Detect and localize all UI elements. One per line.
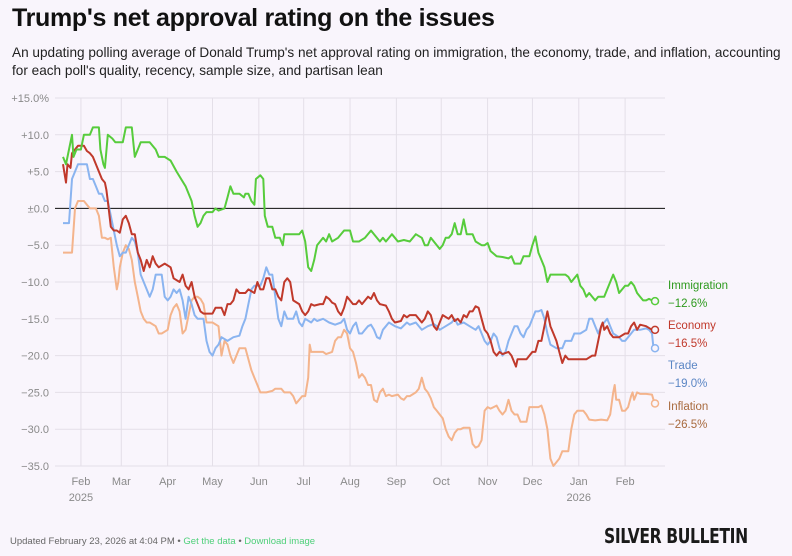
series-lines xyxy=(62,126,660,467)
x-tick-label: Aug xyxy=(340,476,360,488)
x-tick-year-label: 2026 xyxy=(567,492,591,504)
series-value-trade: −19.0% xyxy=(668,378,707,390)
series-line-immigration xyxy=(62,126,656,303)
series-label-economy: Economy xyxy=(668,320,716,332)
series-end-marker-immigration xyxy=(650,296,660,306)
y-tick-label: +5.0 xyxy=(27,167,49,179)
series-label-trade: Trade xyxy=(668,360,698,372)
y-tick-label: −25.0 xyxy=(21,387,49,399)
y-tick-label: −5.0 xyxy=(27,240,49,252)
y-tick-label: −10.0 xyxy=(21,277,49,289)
x-axis-tick-labels: Feb 2025 Mar Apr May Jun Jul Aug Sep Oct Nov Dec Jan… xyxy=(69,476,635,504)
series-end-marker-inflation xyxy=(650,399,660,408)
y-tick-label: −35.0 xyxy=(21,461,49,473)
y-tick-label: −15.0 xyxy=(21,314,49,326)
updated-timestamp: Updated February 23, 2026 at 4:04 PM xyxy=(10,536,175,547)
download-image-link[interactable]: Download image xyxy=(244,536,316,547)
y-tick-label: +10.0 xyxy=(21,130,49,142)
x-tick-label: Mar xyxy=(112,476,131,488)
y-tick-label: −20.0 xyxy=(21,351,49,363)
series-end-marker-economy xyxy=(650,325,660,335)
x-tick-label: Apr xyxy=(159,476,176,488)
x-tick-label: Oct xyxy=(433,476,450,488)
x-tick-label: Feb xyxy=(71,476,90,488)
x-tick-label: Nov xyxy=(478,476,498,488)
x-tick-year-label: 2025 xyxy=(69,492,93,504)
series-label-inflation: Inflation xyxy=(668,401,708,413)
series-value-economy: −16.5% xyxy=(668,338,707,350)
page-subtitle: An updating polling average of Donald Tr… xyxy=(12,45,781,78)
page-title: Trump's net approval rating on the issue… xyxy=(12,4,495,32)
x-tick-label: Jan xyxy=(570,476,588,488)
x-tick-label: Dec xyxy=(523,476,543,488)
footer-separator: • xyxy=(238,536,242,547)
net-approval-chart: +15.0% +10.0 +5.0 ±0.0 −5.0 −10.0 −15.0 −20.0 −2… xyxy=(11,93,728,504)
x-tick-label: Sep xyxy=(387,476,407,488)
x-tick-label: May xyxy=(202,476,223,488)
silver-bulletin-logo: SILVER BULLETIN xyxy=(604,524,748,548)
y-tick-label: ±0.0 xyxy=(28,203,49,215)
series-value-inflation: −26.5% xyxy=(668,419,707,431)
series-line-inflation xyxy=(63,200,656,467)
footer: Updated February 23, 2026 at 4:04 PM • G… xyxy=(10,536,315,547)
series-line-trade xyxy=(63,163,655,357)
footer-separator: • xyxy=(177,536,181,547)
y-gridlines xyxy=(55,97,665,467)
series-label-immigration: Immigration xyxy=(668,280,728,292)
get-data-link[interactable]: Get the data xyxy=(183,536,236,547)
x-tick-label: Jun xyxy=(250,476,268,488)
series-end-marker-trade xyxy=(650,343,660,353)
y-tick-label: −30.0 xyxy=(21,424,49,436)
series-line-economy xyxy=(62,144,655,368)
x-tick-label: Jul xyxy=(297,476,311,488)
series-end-labels: Immigration −12.6% Economy −16.5% Trade −19.0… xyxy=(668,280,728,431)
x-tick-label: Feb xyxy=(616,476,635,488)
y-axis-tick-labels: +15.0% +10.0 +5.0 ±0.0 −5.0 −10.0 −15.0 −20.0 −2… xyxy=(11,93,49,473)
y-tick-label: +15.0% xyxy=(11,93,49,105)
series-value-immigration: −12.6% xyxy=(668,298,707,310)
